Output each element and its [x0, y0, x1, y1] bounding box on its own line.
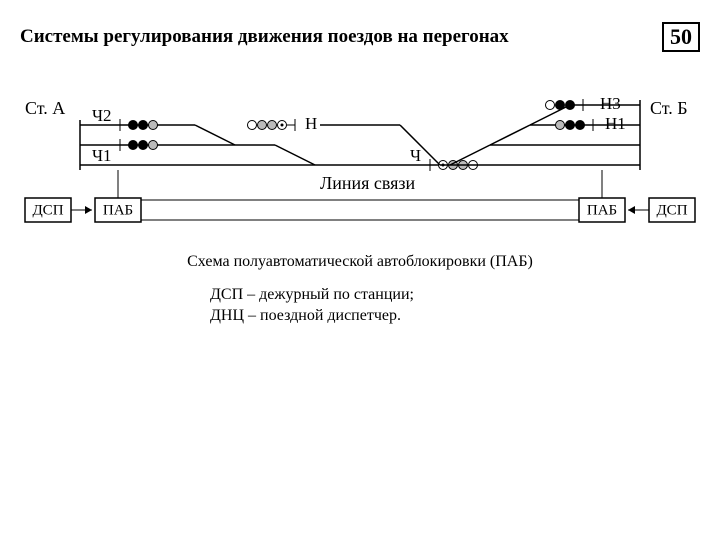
label-n: Н	[305, 114, 317, 133]
label-station-a: Ст. А	[25, 98, 65, 118]
slide-number: 50	[662, 22, 700, 52]
label-n3: Н3	[600, 94, 621, 113]
box-pab-left: ПАБ	[103, 202, 133, 218]
box-dsp-right: ДСП	[656, 202, 687, 218]
label-ch1: Ч1	[92, 146, 112, 165]
label-ch2: Ч2	[92, 106, 112, 125]
legend-dsp: ДСП – дежурный по станции;	[210, 285, 414, 306]
page-title: Системы регулирования движения поездов н…	[20, 26, 509, 48]
label-station-b: Ст. Б	[650, 98, 688, 118]
caption: Схема полуавтоматической автоблокировки …	[0, 253, 720, 271]
label-ch: Ч	[410, 146, 421, 165]
pab-schematic: Ст. А Ст. Б Ч2 Ч1	[20, 85, 700, 230]
label-line: Линия связи	[320, 173, 416, 193]
label-n1: Н1	[605, 114, 626, 133]
box-pab-right: ПАБ	[587, 202, 617, 218]
box-dsp-left: ДСП	[32, 202, 63, 218]
legend-dnc: ДНЦ – поездной диспетчер.	[210, 306, 414, 327]
